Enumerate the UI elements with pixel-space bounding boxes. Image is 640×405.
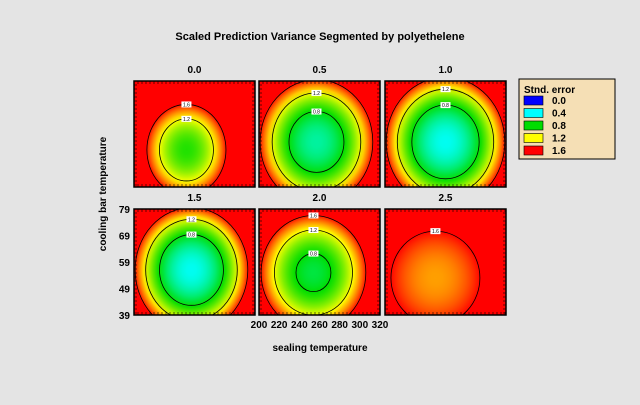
contour-label: 0.8 bbox=[311, 108, 322, 116]
panel-frame bbox=[384, 208, 507, 316]
legend-swatch bbox=[523, 133, 544, 143]
legend-label: 0.0 bbox=[552, 96, 566, 107]
legend-swatch bbox=[523, 120, 544, 131]
svg-text:1.6: 1.6 bbox=[183, 102, 190, 108]
x-axis-label: sealing temperature bbox=[272, 343, 367, 354]
legend-swatch bbox=[523, 145, 544, 156]
svg-text:1.2: 1.2 bbox=[442, 87, 449, 93]
contour-label: 1.2 bbox=[311, 89, 322, 97]
panel-2-5: 2.5 1.6 bbox=[384, 193, 507, 316]
variance-field bbox=[134, 209, 249, 315]
panel-title: 2.5 bbox=[439, 193, 453, 204]
legend-item: 0.4 bbox=[523, 108, 566, 120]
legend-box bbox=[518, 78, 616, 160]
panel-title: 2.0 bbox=[313, 193, 327, 204]
panel-title: 1.5 bbox=[188, 193, 202, 204]
x-tick-label: 200 bbox=[251, 320, 268, 331]
contour-line bbox=[385, 81, 506, 187]
svg-text:1.2: 1.2 bbox=[188, 217, 195, 223]
x-tick-labels: 200 220 240 260 280 300 320 bbox=[251, 320, 389, 331]
contour-line bbox=[259, 81, 374, 187]
contour-line bbox=[134, 209, 249, 315]
contour-label: 1.6 bbox=[430, 228, 441, 235]
panel-frame bbox=[258, 208, 381, 316]
x-tick-label: 300 bbox=[351, 320, 368, 331]
y-axis-label: cooling bar temperature bbox=[98, 136, 109, 251]
contour-label: 1.2 bbox=[186, 216, 197, 223]
svg-text:0.8: 0.8 bbox=[313, 110, 320, 116]
panel-2-0: 2.0 0.8 1.2 1.6 bbox=[258, 193, 381, 316]
x-tick-label: 280 bbox=[331, 320, 348, 331]
panel-1-0: 1.00.81.21.6 bbox=[384, 65, 507, 188]
contour-label: 1.6 bbox=[181, 101, 192, 108]
contour-label: 0.8 bbox=[308, 250, 319, 258]
panel-1-5: 1.5 0.8 1.2 1.6 bbox=[133, 193, 256, 336]
contour-label: 1.2 bbox=[181, 115, 192, 123]
svg-text:0.8: 0.8 bbox=[310, 252, 317, 258]
svg-text:0.8: 0.8 bbox=[442, 103, 449, 109]
svg-text:1.6: 1.6 bbox=[188, 330, 195, 336]
y-tick-label: 39 bbox=[119, 311, 131, 322]
variance-field bbox=[260, 214, 367, 315]
variance-field bbox=[390, 230, 481, 315]
legend-label: 1.2 bbox=[552, 134, 566, 145]
legend-label: 0.8 bbox=[552, 121, 566, 132]
panel-frame bbox=[133, 208, 256, 316]
legend-item: 0.0 bbox=[523, 95, 566, 107]
legend-label: 0.4 bbox=[552, 109, 566, 120]
variance-field bbox=[259, 81, 374, 187]
contour-label: 1.6 bbox=[308, 212, 319, 219]
panel-grid: 0.01.21.60.50.81.21.61.00.81.21.61.50.81… bbox=[133, 65, 507, 336]
contour-label: 0.8 bbox=[186, 231, 197, 239]
panel-title: 1.0 bbox=[439, 65, 453, 76]
svg-text:1.6: 1.6 bbox=[432, 229, 439, 235]
variance-field bbox=[385, 81, 506, 187]
svg-text:1.2: 1.2 bbox=[183, 117, 190, 123]
legend-swatch bbox=[523, 95, 544, 106]
panel-frame bbox=[384, 80, 507, 188]
legend-item: 1.2 bbox=[523, 133, 566, 145]
svg-text:1.2: 1.2 bbox=[313, 91, 320, 97]
panel-0-0: 0.0 1.2 1.6 bbox=[133, 65, 256, 188]
legend-label: 1.6 bbox=[552, 146, 566, 157]
legend-item: 1.6 bbox=[523, 145, 566, 157]
x-tick-label: 260 bbox=[311, 320, 328, 331]
panel-title: 0.0 bbox=[188, 65, 202, 76]
y-tick-label: 49 bbox=[119, 285, 131, 296]
legend-item: 0.8 bbox=[523, 120, 566, 132]
panel-frame bbox=[258, 80, 381, 188]
legend-swatch bbox=[523, 108, 544, 118]
contour-label: 1.6 bbox=[186, 329, 196, 336]
contour-label: 1.2 bbox=[308, 227, 319, 234]
chart-title: Scaled Prediction Variance Segmented by … bbox=[175, 31, 464, 43]
panel-0-5: 0.50.81.21.6 bbox=[258, 65, 381, 188]
y-tick-label: 79 bbox=[119, 205, 131, 216]
legend: Stnd. error 0.0 0.40.8 1.21.6 bbox=[518, 78, 616, 160]
panel-frame bbox=[133, 80, 256, 188]
contour-label: 0.8 bbox=[440, 102, 451, 109]
contour-label: 1.2 bbox=[440, 86, 451, 93]
svg-text:0.8: 0.8 bbox=[188, 233, 195, 239]
y-tick-label: 69 bbox=[119, 232, 131, 243]
x-tick-label: 320 bbox=[372, 320, 389, 331]
x-tick-label: 220 bbox=[271, 320, 288, 331]
y-tick-labels: 79 69 59 49 39 bbox=[119, 205, 131, 322]
svg-text:1.2: 1.2 bbox=[310, 228, 317, 234]
y-tick-label: 59 bbox=[119, 258, 131, 269]
x-tick-label: 240 bbox=[291, 320, 308, 331]
panel-title: 0.5 bbox=[313, 65, 327, 76]
variance-field bbox=[146, 103, 227, 187]
legend-title: Stnd. error bbox=[524, 85, 575, 96]
svg-text:1.6: 1.6 bbox=[310, 213, 317, 219]
